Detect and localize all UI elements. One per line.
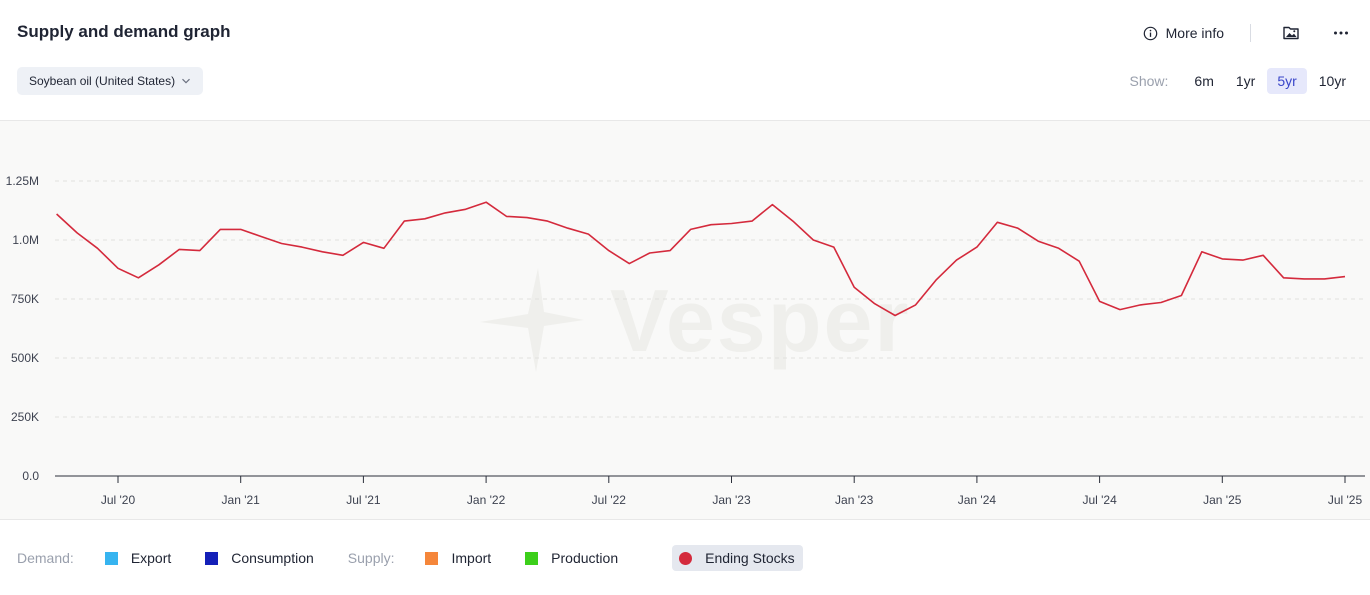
y-tick-label: 0.0 bbox=[22, 469, 39, 483]
legend-item-consumption[interactable]: Consumption bbox=[205, 545, 314, 571]
x-tick-label: Jan '24 bbox=[958, 493, 997, 507]
legend-item-ending-stocks[interactable]: Ending Stocks bbox=[672, 545, 803, 571]
time-range-selector: Show: 6m 1yr 5yr 10yr bbox=[1129, 68, 1356, 94]
x-tick-label: Jan '23 bbox=[712, 493, 751, 507]
legend-item-label: Import bbox=[451, 550, 492, 566]
chart-header: Supply and demand graph Soybean oil (Uni… bbox=[0, 0, 1370, 120]
chart-area: Vesper 0.0 250K 500K 750K 1.0M 1.25M Jul '20 Ja… bbox=[0, 120, 1370, 520]
import-swatch bbox=[425, 551, 439, 565]
legend-item-label: Ending Stocks bbox=[705, 550, 795, 566]
legend-item-label: Production bbox=[551, 550, 619, 566]
more-info-label: More info bbox=[1165, 25, 1224, 41]
range-6m-button[interactable]: 6m bbox=[1194, 73, 1214, 89]
divider bbox=[1250, 24, 1251, 42]
top-actions: More info bbox=[1143, 20, 1353, 46]
y-tick-label: 1.0M bbox=[12, 233, 39, 247]
legend: Demand: Export Consumption Supply: Impor… bbox=[17, 545, 837, 571]
series-line-ending-stocks bbox=[56, 201, 1346, 317]
legend-item-label: Consumption bbox=[231, 550, 314, 566]
ending-stocks-dot bbox=[679, 551, 693, 565]
y-tick-label: 250K bbox=[11, 410, 39, 424]
legend-demand-label: Demand: bbox=[17, 550, 74, 566]
page-title: Supply and demand graph bbox=[17, 22, 231, 41]
legend-item-import[interactable]: Import bbox=[425, 545, 491, 571]
x-tick-label: Jan '21 bbox=[222, 493, 261, 507]
x-tick-label: Jul '22 bbox=[592, 493, 627, 507]
production-swatch bbox=[525, 551, 539, 565]
range-10yr-button[interactable]: 10yr bbox=[1318, 73, 1346, 89]
show-label: Show: bbox=[1129, 73, 1169, 89]
line-chart: 0.0 250K 500K 750K 1.0M 1.25M Jul '20 Jan '21 Ju… bbox=[6, 174, 1365, 507]
y-tick-label: 1.25M bbox=[6, 174, 39, 188]
chevron-down-icon bbox=[182, 78, 190, 84]
range-5yr-button[interactable]: 5yr bbox=[1267, 68, 1307, 94]
y-tick-label: 500K bbox=[11, 351, 39, 365]
consumption-swatch bbox=[205, 551, 219, 565]
commodity-dropdown[interactable]: Soybean oil (United States) bbox=[17, 67, 203, 95]
x-tick-label: Jul '25 bbox=[1328, 493, 1363, 507]
x-tick-label: Jan '25 bbox=[1203, 493, 1242, 507]
legend-item-export[interactable]: Export bbox=[104, 545, 172, 571]
legend-item-production[interactable]: Production bbox=[525, 545, 618, 571]
range-1yr-button[interactable]: 1yr bbox=[1235, 73, 1256, 89]
info-icon bbox=[1143, 26, 1157, 40]
image-icon bbox=[1283, 26, 1299, 40]
commodity-dropdown-label: Soybean oil (United States) bbox=[29, 74, 176, 88]
x-tick-label: Jul '20 bbox=[101, 493, 136, 507]
more-horizontal-icon bbox=[1334, 31, 1348, 35]
x-tick-label: Jan '22 bbox=[467, 493, 506, 507]
x-tick-label: Jul '21 bbox=[346, 493, 381, 507]
export-swatch bbox=[104, 551, 118, 565]
x-tick-label: Jul '24 bbox=[1082, 493, 1117, 507]
x-tick-label: Jan '23 bbox=[835, 493, 874, 507]
more-info-button[interactable]: More info bbox=[1143, 25, 1224, 41]
legend-item-label: Export bbox=[130, 550, 172, 566]
export-image-button[interactable] bbox=[1279, 21, 1303, 45]
y-tick-label: 750K bbox=[11, 292, 39, 306]
legend-supply-label: Supply: bbox=[347, 550, 395, 566]
more-options-button[interactable] bbox=[1329, 21, 1353, 45]
